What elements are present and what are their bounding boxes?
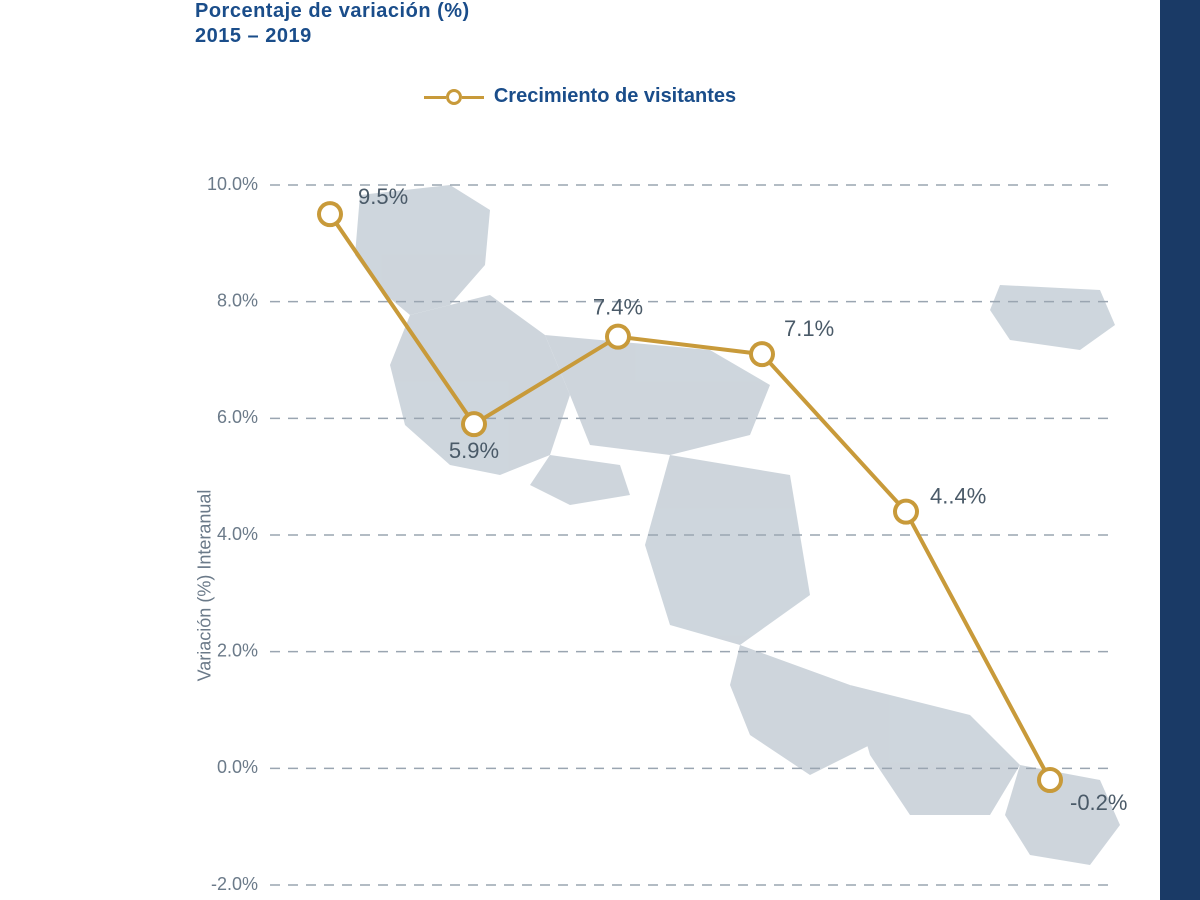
header-line2: 2015 – 2019 [195,25,470,48]
legend-label: Crecimiento de visitantes [494,85,736,108]
svg-text:-2.0%: -2.0% [211,874,258,894]
chart-header: Porcentaje de variación (%) 2015 – 2019 [195,0,470,48]
svg-text:7.4%: 7.4% [593,295,643,320]
legend-marker [424,87,484,107]
accent-band [1160,0,1200,900]
chart-svg: -2.0% 0.0% 2.0% 4.0% 6.0% 8.0% 10.0% 9.5% 5.9% 7… [150,175,1130,900]
svg-text:2.0%: 2.0% [217,640,258,660]
svg-text:8.0%: 8.0% [217,290,258,310]
svg-text:10.0%: 10.0% [207,175,258,194]
svg-text:9.5%: 9.5% [358,184,408,209]
svg-text:4..4%: 4..4% [930,484,986,509]
svg-text:5.9%: 5.9% [449,438,499,463]
y-ticks: -2.0% 0.0% 2.0% 4.0% 6.0% 8.0% 10.0% [207,175,258,894]
chart: Variación (%) Interanual [150,175,1110,895]
legend: Crecimiento de visitantes [0,85,1160,112]
header-line1: Porcentaje de variación (%) [195,0,470,23]
svg-text:-0.2%: -0.2% [1070,790,1127,815]
svg-text:7.1%: 7.1% [784,316,834,341]
svg-text:0.0%: 0.0% [217,757,258,777]
map-silhouette [355,185,1120,865]
svg-text:4.0%: 4.0% [217,524,258,544]
svg-text:6.0%: 6.0% [217,407,258,427]
page: Porcentaje de variación (%) 2015 – 2019 … [0,0,1200,900]
